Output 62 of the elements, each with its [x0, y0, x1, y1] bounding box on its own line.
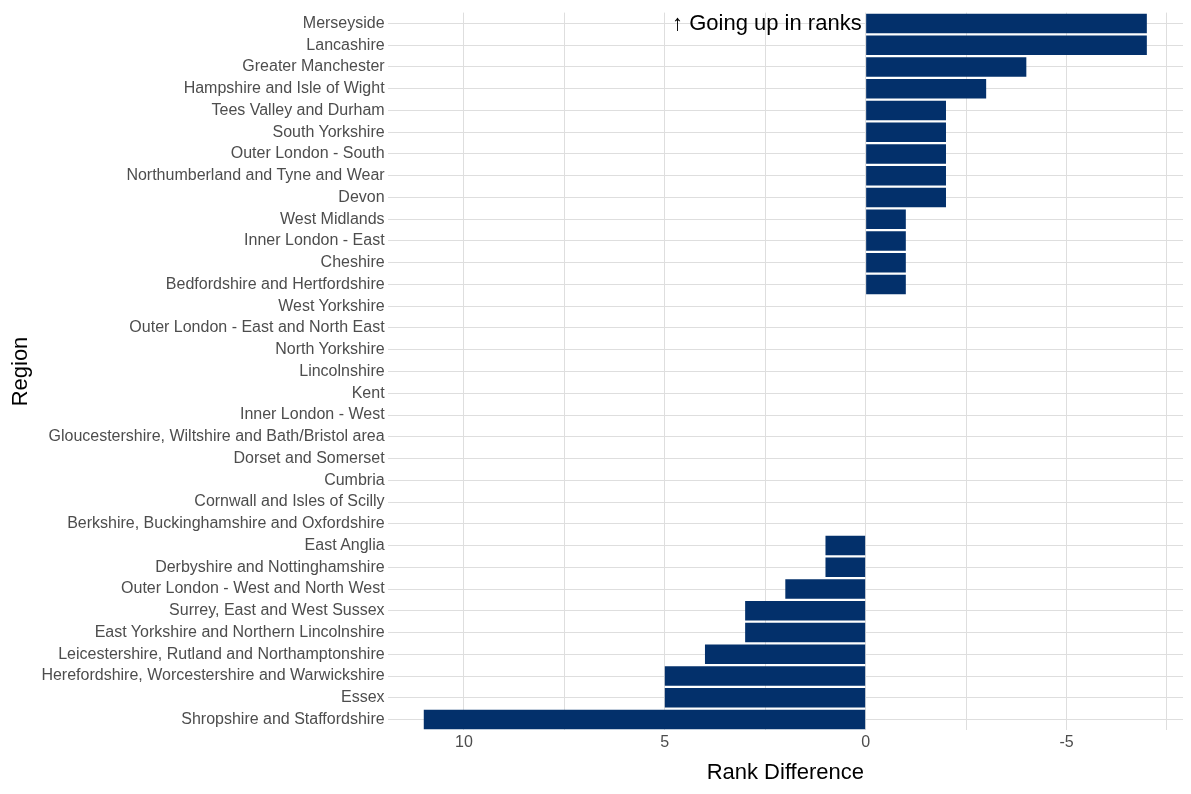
bar: [866, 122, 946, 143]
y-tick-label: Inner London - East: [244, 231, 386, 249]
bar: [866, 13, 1147, 34]
y-tick-label: Dorset and Somerset: [233, 448, 386, 466]
y-tick-label: Lincolnshire: [299, 361, 385, 379]
y-tick-label: Devon: [338, 187, 385, 205]
y-tick-label: Cornwall and Isles of Scilly: [194, 492, 385, 510]
y-tick-label: Herefordshire, Worcestershire and Warwickshire: [41, 666, 385, 684]
bar: [866, 165, 946, 186]
bar: [664, 687, 866, 708]
y-tick-label: Gloucestershire, Wiltshire and Bath/Bristol area: [48, 427, 385, 445]
y-tick-label: Derbyshire and Nottinghamshire: [155, 557, 385, 575]
y-tick-label: Essex: [341, 688, 385, 706]
bar: [866, 209, 906, 230]
x-axis-title: Rank Difference: [706, 758, 864, 784]
y-tick-label: Merseyside: [302, 13, 385, 31]
bar: [866, 78, 987, 99]
bar: [866, 35, 1147, 56]
x-tick-label: 10: [455, 733, 473, 751]
bar: [866, 144, 946, 164]
x-tick-label: -5: [1059, 733, 1074, 751]
y-tick-label: Outer London - East and North East: [129, 318, 386, 336]
y-tick-label: Leicestershire, Rutland and Northamptonshire: [58, 644, 385, 662]
y-tick-label: West Midlands: [279, 209, 385, 227]
bar: [825, 557, 866, 578]
y-tick-label: East Anglia: [304, 535, 385, 553]
y-tick-label: South Yorkshire: [272, 122, 385, 140]
y-axis-title: Region: [7, 336, 33, 407]
y-tick-label: West Yorkshire: [278, 296, 385, 314]
bar: [785, 579, 866, 599]
y-tick-label: Surrey, East and West Sussex: [169, 601, 385, 619]
bar: [423, 709, 866, 730]
y-tick-label: East Yorkshire and Northern Lincolnshire: [94, 622, 385, 640]
y-tick-label: Cheshire: [320, 253, 385, 271]
y-tick-label: Greater Manchester: [242, 57, 386, 75]
bar: [866, 187, 946, 208]
y-tick-label: North Yorkshire: [275, 340, 385, 358]
y-tick-label: Lancashire: [306, 35, 385, 53]
y-tick-label: Outer London - South: [230, 144, 385, 162]
bar: [664, 666, 866, 686]
y-tick-label: Cumbria: [324, 470, 385, 488]
x-tick-label: 0: [861, 733, 871, 751]
bar: [745, 622, 866, 643]
y-tick-label: Berkshire, Buckinghamshire and Oxfordshire: [67, 514, 385, 532]
y-tick-label: Shropshire and Staffordshire: [181, 709, 385, 727]
bar: [866, 274, 906, 295]
x-tick-label: 5: [660, 733, 670, 751]
y-tick-label: Inner London - West: [239, 405, 386, 423]
annotation: ↑ Going up in ranks: [672, 9, 862, 35]
bar: [866, 100, 946, 121]
bar: [866, 57, 1027, 77]
y-tick-label: Tees Valley and Durham: [211, 100, 385, 118]
bar: [704, 644, 866, 665]
bar: [866, 231, 906, 251]
y-tick-label: Hampshire and Isle of Wight: [183, 79, 386, 97]
y-tick-label: Outer London - West and North West: [121, 579, 386, 597]
y-tick-label: Northumberland and Tyne and Wear: [126, 166, 386, 184]
bar: [825, 535, 866, 556]
y-tick-label: Bedfordshire and Hertfordshire: [165, 274, 385, 292]
bar: [866, 252, 906, 273]
y-tick-label: Kent: [351, 383, 386, 401]
bar: [745, 600, 866, 621]
